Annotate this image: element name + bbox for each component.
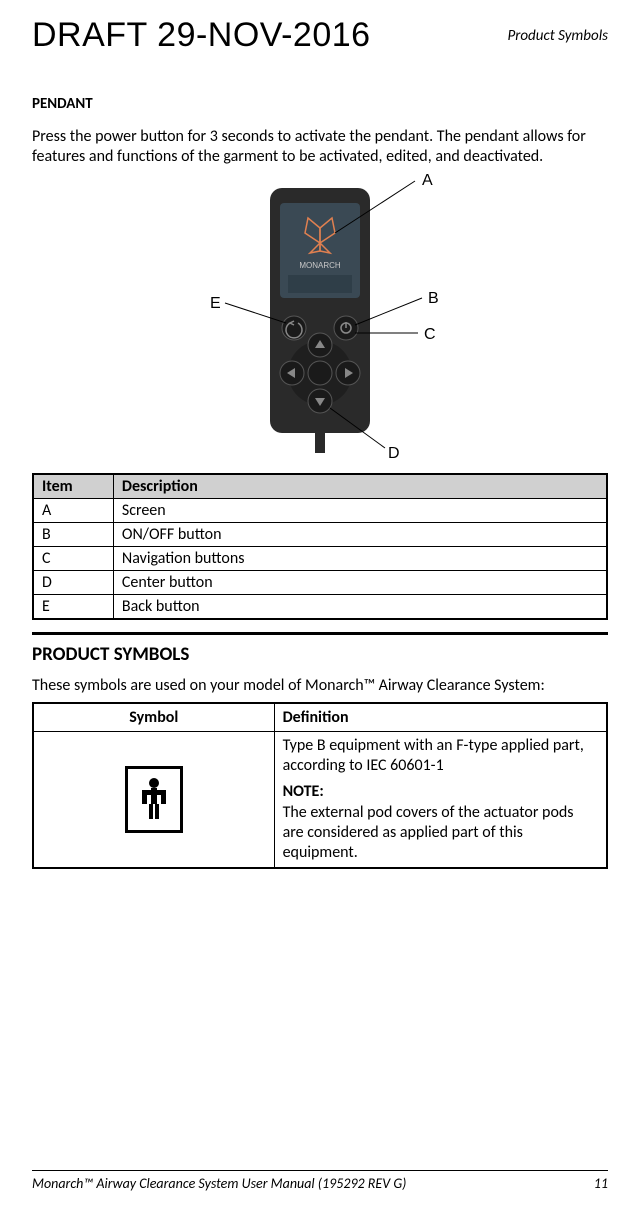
table-row: Type B equipment with an F-type applied … <box>33 732 607 869</box>
footer-page-number: 11 <box>594 1175 608 1192</box>
figure-label-e: E <box>210 295 221 312</box>
page-header: DRAFT 29-NOV-2016 Product Symbols <box>32 16 608 55</box>
product-symbols-heading: PRODUCT SYMBOLS <box>32 643 608 666</box>
pendant-heading: PENDANT <box>32 95 608 113</box>
product-symbols-table: Symbol Definition <box>32 702 608 869</box>
svg-text:MONARCH: MONARCH <box>299 261 341 270</box>
pendant-items-table: Item Description AScreen BON/OFF button … <box>32 473 608 620</box>
footer-manual-title: Monarch™ Airway Clearance System User Ma… <box>32 1175 406 1192</box>
table-row: BON/OFF button <box>33 523 607 547</box>
table-row: AScreen <box>33 499 607 523</box>
header-section-label: Product Symbols <box>507 27 608 45</box>
pendant-intro: Press the power button for 3 seconds to … <box>32 127 608 167</box>
figure-label-b: B <box>428 290 439 307</box>
definition-cell: Type B equipment with an F-type applied … <box>274 732 607 869</box>
figure-label-c: C <box>424 326 436 343</box>
section-divider <box>32 632 608 635</box>
table-row: CNavigation buttons <box>33 547 607 571</box>
note-text: The external pod covers of the actuator … <box>283 803 598 863</box>
table-row: EBack button <box>33 595 607 620</box>
figure-label-a: A <box>422 173 433 189</box>
note-label: NOTE: <box>283 782 598 801</box>
page-footer: Monarch™ Airway Clearance System User Ma… <box>32 1170 608 1192</box>
items-table-header-item: Item <box>33 474 113 499</box>
definition-text: Type B equipment with an F-type applied … <box>283 736 598 776</box>
pendant-figure: MONARCH A B C D E <box>32 173 608 463</box>
draft-title: DRAFT 29-NOV-2016 <box>32 16 371 55</box>
symbols-table-header-symbol: Symbol <box>33 703 274 732</box>
symbol-cell <box>33 732 274 869</box>
table-row: DCenter button <box>33 571 607 595</box>
product-symbols-intro: These symbols are used on your model of … <box>32 676 608 696</box>
symbols-table-header-definition: Definition <box>274 703 607 732</box>
items-table-header-desc: Description <box>113 474 607 499</box>
type-b-applied-part-icon <box>125 766 183 833</box>
footer-rule <box>32 1170 608 1171</box>
pendant-diagram: MONARCH A B C D E <box>160 173 480 463</box>
figure-label-d: D <box>388 445 400 462</box>
